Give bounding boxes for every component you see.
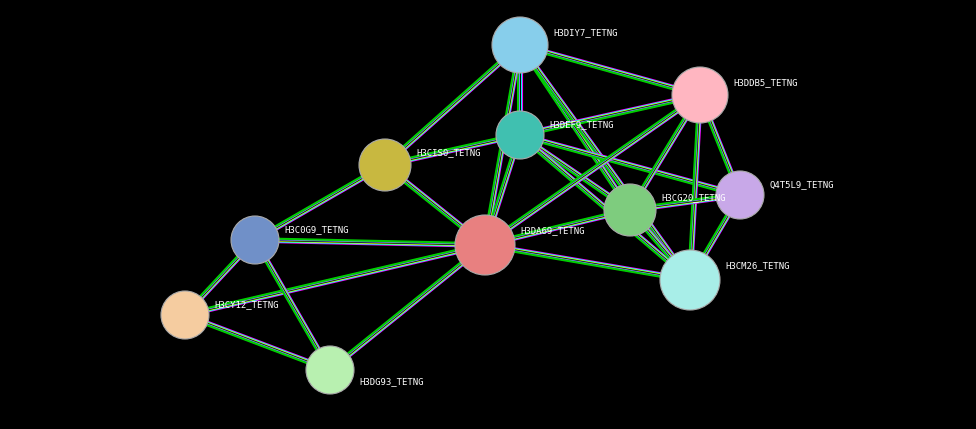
Text: H3C0G9_TETNG: H3C0G9_TETNG	[284, 226, 348, 235]
Circle shape	[359, 139, 411, 191]
Text: H3DIY7_TETNG: H3DIY7_TETNG	[553, 28, 618, 37]
Text: H3CG20_TETNG: H3CG20_TETNG	[661, 193, 725, 202]
Text: H3CY12_TETNG: H3CY12_TETNG	[214, 300, 278, 309]
Text: H3DDB5_TETNG: H3DDB5_TETNG	[733, 79, 797, 88]
Circle shape	[496, 111, 544, 159]
Circle shape	[492, 17, 548, 73]
Circle shape	[455, 215, 515, 275]
Circle shape	[660, 250, 720, 310]
Circle shape	[604, 184, 656, 236]
Circle shape	[231, 216, 279, 264]
Circle shape	[672, 67, 728, 123]
Text: Q4T5L9_TETNG: Q4T5L9_TETNG	[769, 181, 834, 190]
Text: H3CM26_TETNG: H3CM26_TETNG	[725, 262, 790, 271]
Text: H3DEF9_TETNG: H3DEF9_TETNG	[549, 121, 614, 130]
Circle shape	[161, 291, 209, 339]
Circle shape	[716, 171, 764, 219]
Text: H3DG93_TETNG: H3DG93_TETNG	[359, 378, 424, 387]
Text: H3CIS0_TETNG: H3CIS0_TETNG	[416, 148, 480, 157]
Circle shape	[306, 346, 354, 394]
Text: H3DA69_TETNG: H3DA69_TETNG	[520, 227, 585, 236]
